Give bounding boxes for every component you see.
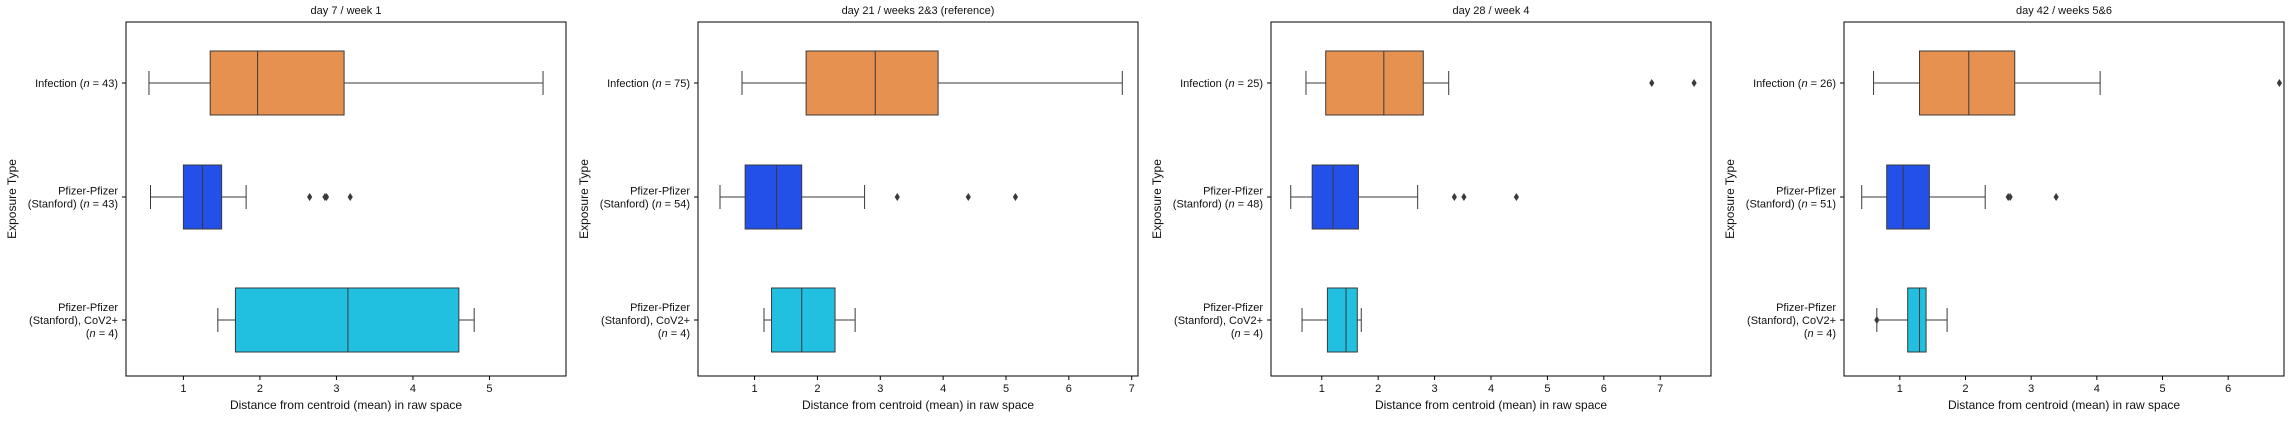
y-tick-label: Pfizer-Pfizer (Stanford) (n = 51) [1746, 186, 1837, 211]
y-axis-label: Exposure Type [5, 159, 19, 239]
x-axis-label: Distance from centroid (mean) in raw spa… [1948, 398, 2180, 412]
x-axis-label: Distance from centroid (mean) in raw spa… [230, 398, 462, 412]
x-tick-label: 6 [2225, 383, 2231, 395]
box [1919, 50, 2016, 116]
outlier-point [1451, 193, 1457, 201]
outlier-point [2007, 193, 2013, 201]
box-group [1873, 50, 2283, 116]
outlier-point [965, 193, 971, 201]
axes-frame [125, 21, 567, 377]
outlier-point [2276, 79, 2283, 87]
x-tick-label: 4 [2094, 383, 2100, 395]
y-tick-label: Pfizer-Pfizer (Stanford) (n = 48) [1173, 186, 1264, 211]
subplot-title: day 7 / week 1 [311, 5, 382, 17]
y-tick-label: Infection (n = 75) [607, 78, 690, 90]
subplot-title: day 21 / weeks 2&3 (reference) [842, 5, 995, 17]
x-tick-label: 2 [1962, 383, 1968, 395]
box-group [1290, 164, 1519, 230]
outlier-point [1874, 316, 1880, 324]
y-axis-label: Exposure Type [1150, 159, 1164, 239]
x-tick-label: 1 [1319, 383, 1325, 395]
axes-frame [697, 21, 1139, 377]
box-group [148, 50, 544, 116]
outlier-point [1513, 193, 1519, 201]
subplot-title: day 28 / week 4 [1452, 5, 1529, 17]
y-tick-label: Infection (n = 25) [1180, 78, 1263, 90]
y-tick-label: Pfizer-Pfizer (Stanford) (n = 43) [28, 186, 119, 211]
axes-frame [1843, 21, 2285, 377]
x-axis-label: Distance from centroid (mean) in raw spa… [1375, 398, 1607, 412]
x-tick-label: 3 [2028, 383, 2034, 395]
box-group [763, 287, 856, 353]
x-tick-label: 2 [814, 383, 820, 395]
y-axis-label: Exposure Type [577, 159, 591, 239]
box [805, 50, 939, 116]
x-tick-label: 5 [1003, 383, 1009, 395]
x-tick-label: 3 [1432, 383, 1438, 395]
y-axis-label: Exposure Type [1723, 159, 1737, 239]
box [209, 50, 345, 116]
box-group [741, 50, 1123, 116]
outlier-point [307, 193, 313, 201]
box-group [217, 287, 475, 353]
x-tick-label: 7 [1657, 383, 1663, 395]
outlier-point [1012, 193, 1019, 201]
subplot-4: day 42 / weeks 5&6 1 2 3 4 5 6 Distance from ce… [1723, 5, 2285, 412]
x-tick-label: 5 [2159, 383, 2165, 395]
box [234, 287, 460, 353]
x-tick-label: 5 [1544, 383, 1550, 395]
x-tick-label: 5 [486, 383, 492, 395]
x-tick-label: 2 [257, 383, 263, 395]
x-tick-label: 1 [180, 383, 186, 395]
y-tick-label: Pfizer-Pfizer (Stanford), CoV2+ (n = 4) [1174, 302, 1263, 340]
x-tick-label: 1 [752, 383, 758, 395]
x-tick-label: 2 [1375, 383, 1381, 395]
outlier-point [347, 193, 353, 201]
x-tick-label: 1 [1897, 383, 1903, 395]
x-tick-label: 7 [1129, 383, 1135, 395]
x-axis-label: Distance from centroid (mean) in raw spa… [802, 398, 1034, 412]
box [771, 287, 836, 353]
x-tick-label: 4 [1488, 383, 1494, 395]
outlier-point [1461, 193, 1467, 201]
box [1326, 287, 1358, 353]
subplot-2: day 21 / weeks 2&3 (reference) 1 2 3 4 5 6 7 Dis… [577, 5, 1139, 412]
box [1311, 164, 1359, 230]
x-tick-label: 4 [940, 383, 946, 395]
x-tick-label: 3 [333, 383, 339, 395]
x-tick-label: 6 [1601, 383, 1607, 395]
box-group [1874, 287, 1948, 353]
box-group [719, 164, 1019, 230]
box-group [1861, 164, 2059, 230]
y-tick-label: Pfizer-Pfizer (Stanford), CoV2+ (n = 4) [601, 302, 690, 340]
x-tick-label: 3 [877, 383, 883, 395]
box-group [1305, 50, 1697, 116]
box [1886, 164, 1930, 230]
box-group [1301, 287, 1362, 353]
box [744, 164, 803, 230]
y-tick-label: Pfizer-Pfizer (Stanford) (n = 54) [600, 186, 691, 211]
x-tick-label: 6 [1066, 383, 1072, 395]
box [1325, 50, 1424, 116]
x-tick-label: 4 [410, 383, 416, 395]
outlier-point [1649, 79, 1655, 87]
outlier-point [2053, 193, 2059, 201]
box [1907, 287, 1927, 353]
outlier-point [1691, 79, 1697, 87]
y-tick-label: Pfizer-Pfizer (Stanford), CoV2+ (n = 4) [1747, 302, 1836, 340]
subplot-title: day 42 / weeks 5&6 [2016, 5, 2112, 17]
y-tick-label: Pfizer-Pfizer (Stanford), CoV2+ (n = 4) [29, 302, 118, 340]
subplot-3: day 28 / week 4 1 2 3 4 5 6 7 Distance from cent… [1150, 5, 1712, 412]
outlier-point [323, 193, 330, 201]
y-tick-label: Infection (n = 43) [35, 78, 118, 90]
outlier-point [894, 193, 900, 201]
box-group [149, 164, 353, 230]
subplot-1: day 7 / week 1 1 2 3 4 5 Distance from centroi… [5, 5, 567, 412]
y-tick-label: Infection (n = 26) [1753, 78, 1836, 90]
